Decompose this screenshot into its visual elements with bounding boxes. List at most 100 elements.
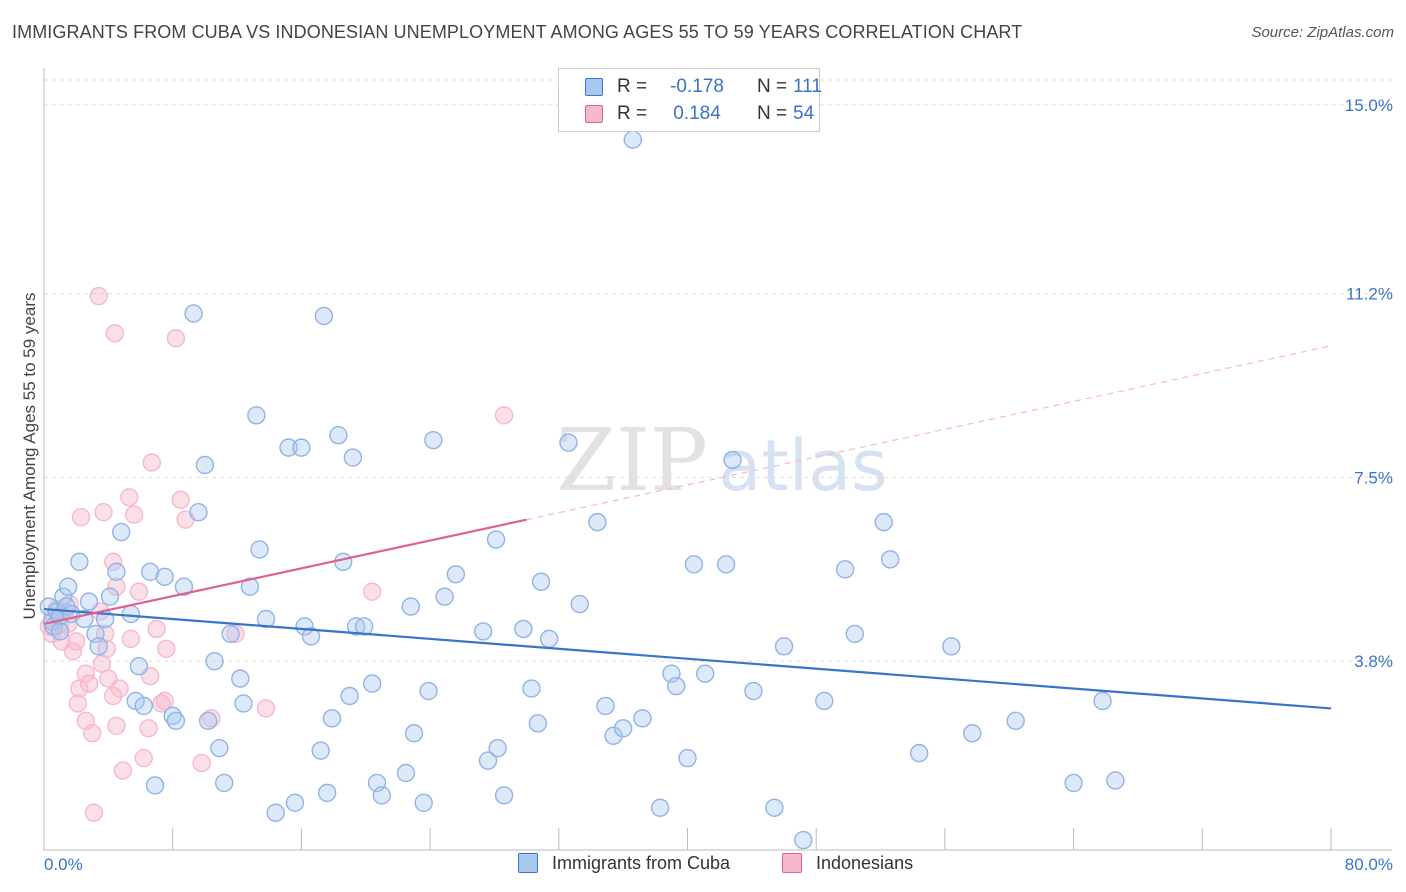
y-tick-label: 11.2% — [1346, 285, 1393, 304]
cuba-point — [559, 433, 578, 452]
cuba-point — [414, 793, 433, 813]
cuba-point — [539, 629, 559, 649]
cuba-point — [250, 540, 269, 559]
indonesians-point — [155, 691, 174, 711]
cuba-point — [942, 637, 961, 656]
indonesians-point — [103, 686, 123, 706]
indonesians-point — [113, 761, 133, 780]
cuba-point — [100, 587, 120, 606]
cuba-point — [633, 709, 652, 728]
cuba-point — [419, 681, 438, 701]
cuba-point — [317, 783, 337, 803]
cuba-point — [247, 406, 266, 425]
cuba-point — [295, 617, 314, 636]
indonesians-point — [142, 453, 161, 472]
indonesians-point — [103, 552, 123, 572]
cuba-point — [140, 562, 160, 582]
cuba-point — [588, 512, 607, 532]
cuba-point — [322, 709, 342, 728]
cuba-point — [835, 560, 855, 579]
y-tick-label: 3.8% — [1354, 652, 1393, 671]
cuba-point — [58, 577, 78, 596]
cuba-point — [1064, 773, 1083, 793]
bottom-legend-swatch-blue — [518, 853, 538, 873]
cuba-point — [667, 676, 686, 696]
cuba-point — [478, 751, 498, 770]
indonesians-point — [76, 664, 96, 683]
y-tick-label: 15.0% — [1345, 96, 1393, 115]
cuba-point — [145, 776, 165, 795]
cuba-point — [486, 530, 506, 549]
cuba-point — [596, 696, 615, 716]
source-credit: Source: ZipAtlas.com — [1251, 24, 1394, 41]
cuba-point — [79, 592, 99, 611]
indonesians-point — [192, 753, 211, 773]
legend-n-label: N = — [757, 103, 788, 124]
indonesians-point — [362, 582, 382, 601]
indonesians-point — [256, 699, 276, 718]
legend-n-label: N = — [757, 76, 788, 97]
legend-swatch-pink — [585, 105, 603, 123]
legend-n-value: 111 — [793, 76, 822, 97]
cuba-point — [1093, 691, 1112, 711]
cuba-point — [473, 622, 493, 641]
chart-title: IMMIGRANTS FROM CUBA VS INDONESIAN UNEMP… — [12, 22, 1023, 42]
cuba-point — [514, 619, 533, 639]
cuba-point — [684, 555, 704, 574]
cuba-point — [221, 624, 240, 644]
indonesians-point — [71, 507, 91, 527]
indonesians-point — [94, 502, 113, 522]
cuba-point — [396, 763, 416, 783]
legend-r-value: -0.178 — [670, 76, 724, 97]
cuba-point — [89, 637, 108, 656]
series-immigrants-from-cuba — [39, 130, 1125, 850]
cuba-point — [314, 306, 334, 326]
gridlines — [44, 79, 1392, 662]
cuba-point — [256, 609, 276, 629]
bottom-legend-swatch-pink — [782, 853, 802, 873]
cuba-point — [334, 552, 353, 572]
cuba-point — [50, 622, 70, 641]
x-tick-labels: 0.0% 80.0% — [44, 855, 1393, 874]
cuba-point — [435, 587, 454, 606]
indonesians-point — [139, 719, 158, 738]
cuba-point — [604, 726, 623, 745]
cuba-point — [166, 711, 186, 731]
cuba-point — [292, 438, 311, 457]
x-tick-label: 80.0% — [1345, 855, 1393, 874]
cuba-point — [765, 798, 784, 817]
cuba-point — [343, 448, 363, 467]
cuba-point — [794, 830, 813, 850]
cuba-point — [155, 567, 174, 586]
cuba-point — [881, 550, 900, 569]
cuba-point — [678, 748, 697, 768]
cuba-point — [121, 604, 141, 624]
cuba-point — [354, 617, 374, 636]
cuba-point — [329, 425, 348, 445]
indonesians-trend-line — [43, 518, 527, 626]
indonesians-point — [157, 639, 176, 659]
indonesians-point — [134, 748, 153, 768]
indonesians-point — [66, 632, 86, 651]
cuba-point — [210, 738, 229, 758]
cuba-point — [401, 597, 420, 616]
legend-r-label: R = — [617, 76, 648, 97]
cuba-point — [404, 724, 424, 743]
cuba-point — [528, 714, 548, 733]
cuba-point — [70, 552, 89, 572]
cuba-point — [285, 793, 305, 813]
cuba-point — [963, 724, 982, 743]
cuba-point — [531, 572, 551, 591]
series-indonesians — [39, 286, 514, 822]
legend-n-value: 54 — [793, 103, 815, 124]
watermark-zip: ZIP — [556, 411, 708, 511]
cuba-point — [424, 430, 443, 450]
x-tick-label: 0.0% — [44, 855, 83, 874]
indonesians-point — [84, 803, 104, 822]
cuba-point — [195, 455, 215, 475]
cuba-point — [723, 450, 742, 470]
indonesians-trend-extension — [526, 345, 1332, 521]
cuba-point — [54, 587, 73, 606]
legend-r-label: R = — [617, 103, 648, 124]
cuba-point — [744, 681, 763, 701]
